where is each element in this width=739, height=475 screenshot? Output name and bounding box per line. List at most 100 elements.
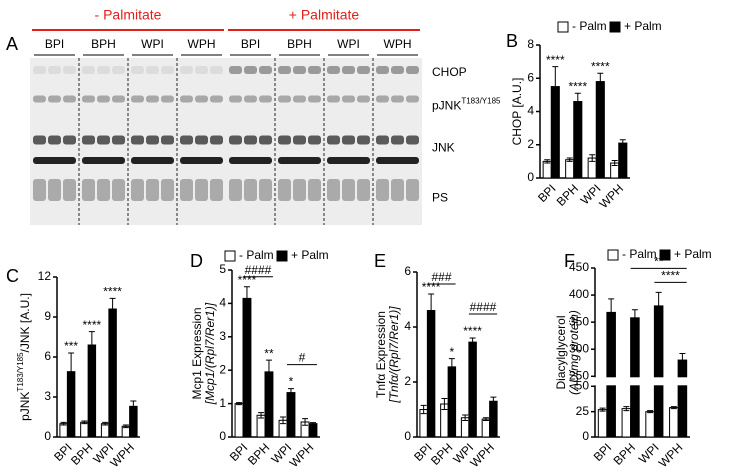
- legend-swatch: [557, 21, 569, 33]
- blot-band: [131, 66, 144, 74]
- y-tick-label: 4: [404, 319, 411, 333]
- x-tick-label: WPH: [107, 440, 137, 470]
- bar: [606, 311, 616, 438]
- bar: [59, 423, 68, 438]
- error-bar: [68, 352, 75, 391]
- legend-swatch: [224, 250, 236, 262]
- blot-band: [112, 135, 125, 145]
- blot-band: [357, 95, 370, 103]
- blot-band: [63, 66, 76, 74]
- blot-band: [180, 95, 193, 103]
- blot-band: [48, 66, 61, 74]
- blot-band: [112, 66, 125, 74]
- blot-band: [131, 179, 144, 201]
- bar: [669, 407, 679, 438]
- blot-band: [229, 66, 242, 74]
- blot-band: [406, 66, 419, 74]
- lane-label: BPH: [91, 37, 116, 51]
- blot-band: [210, 95, 223, 103]
- blot-band: [63, 135, 76, 145]
- blot-band: [327, 95, 340, 103]
- y-axis-label: Tnfα Expression: [374, 311, 388, 398]
- blot-band: [259, 135, 272, 145]
- blot-band: [131, 95, 144, 103]
- y-tick-label: 0: [44, 429, 51, 443]
- blot-band: [376, 179, 389, 201]
- error-bar: [102, 421, 109, 426]
- legend-label: - Palm: [622, 247, 657, 261]
- y-tick-label: 350: [569, 314, 589, 328]
- blot-band: [357, 135, 370, 145]
- y-axis-label-rest: /JNK [A.U.]: [18, 293, 32, 352]
- error-bar: [258, 412, 265, 419]
- bar: [645, 411, 655, 438]
- bar: [489, 400, 498, 438]
- legend-swatch: [609, 21, 621, 33]
- blot-band: [131, 135, 144, 145]
- bracket-label: ****: [661, 269, 680, 283]
- x-tick-label: BPH: [554, 181, 581, 208]
- row-label-text: PS: [432, 191, 448, 205]
- panel-letter: E: [374, 251, 386, 271]
- error-bar: [655, 291, 662, 320]
- lane-label: BPI: [241, 37, 260, 51]
- blot-band: [391, 95, 404, 103]
- blot-band: [308, 95, 321, 103]
- blot-band: [293, 135, 306, 145]
- x-tick-label: BPH: [245, 440, 272, 467]
- y-axis-label: (AU/mg protein): [567, 310, 581, 395]
- blot-band: [342, 179, 355, 201]
- bar: [653, 305, 664, 438]
- y-tick-label: 4: [219, 296, 226, 310]
- error-bar: [469, 337, 476, 347]
- error-bar: [236, 402, 243, 406]
- blot-band: [33, 157, 76, 164]
- blot-band: [82, 157, 125, 164]
- significance-label: **: [264, 346, 274, 360]
- bar: [573, 101, 583, 179]
- blot-band: [342, 66, 355, 74]
- lane-label: WPI: [141, 37, 164, 51]
- bar: [597, 409, 608, 438]
- blot-band: [195, 95, 208, 103]
- error-bar: [441, 398, 448, 410]
- x-tick-label: BPH: [611, 440, 638, 467]
- y-tick-label: 4: [527, 104, 534, 118]
- bar: [595, 81, 605, 179]
- error-bar: [599, 407, 606, 412]
- blot-band: [195, 135, 208, 145]
- error-bar: [280, 416, 287, 425]
- blot-band: [146, 179, 159, 201]
- blot-band: [376, 157, 419, 164]
- y-tick-label: 6: [527, 70, 534, 84]
- error-bar: [611, 160, 618, 167]
- error-bar: [544, 159, 551, 164]
- legend-label: - Palm: [572, 19, 607, 33]
- error-bar: [574, 92, 581, 111]
- blot-band: [327, 135, 340, 145]
- blot-band: [48, 95, 61, 103]
- bar: [286, 392, 296, 438]
- error-bar: [623, 406, 630, 412]
- blot-band: [244, 66, 257, 74]
- blot-band: [229, 179, 242, 201]
- blot-band: [406, 95, 419, 103]
- blot-band: [146, 95, 159, 103]
- blot-background: [30, 58, 422, 225]
- bar: [234, 403, 244, 438]
- y-axis-label: Mcp1 Expression: [190, 307, 204, 399]
- error-bar: [88, 331, 95, 359]
- blot-band: [180, 179, 193, 201]
- blot-band: [82, 135, 95, 145]
- row-label: JNK: [432, 141, 455, 155]
- blot-band: [391, 179, 404, 201]
- error-bar: [109, 297, 116, 321]
- y-axis-label: [Tnfα/(Rpl7/Rer1)]: [387, 306, 401, 404]
- legend-swatch: [276, 250, 288, 262]
- bar: [426, 310, 436, 438]
- panel-letter: D: [190, 251, 203, 271]
- error-bar: [81, 420, 88, 425]
- blot-band: [406, 135, 419, 145]
- x-tick-label: BPI: [591, 440, 615, 464]
- error-bar: [589, 154, 596, 162]
